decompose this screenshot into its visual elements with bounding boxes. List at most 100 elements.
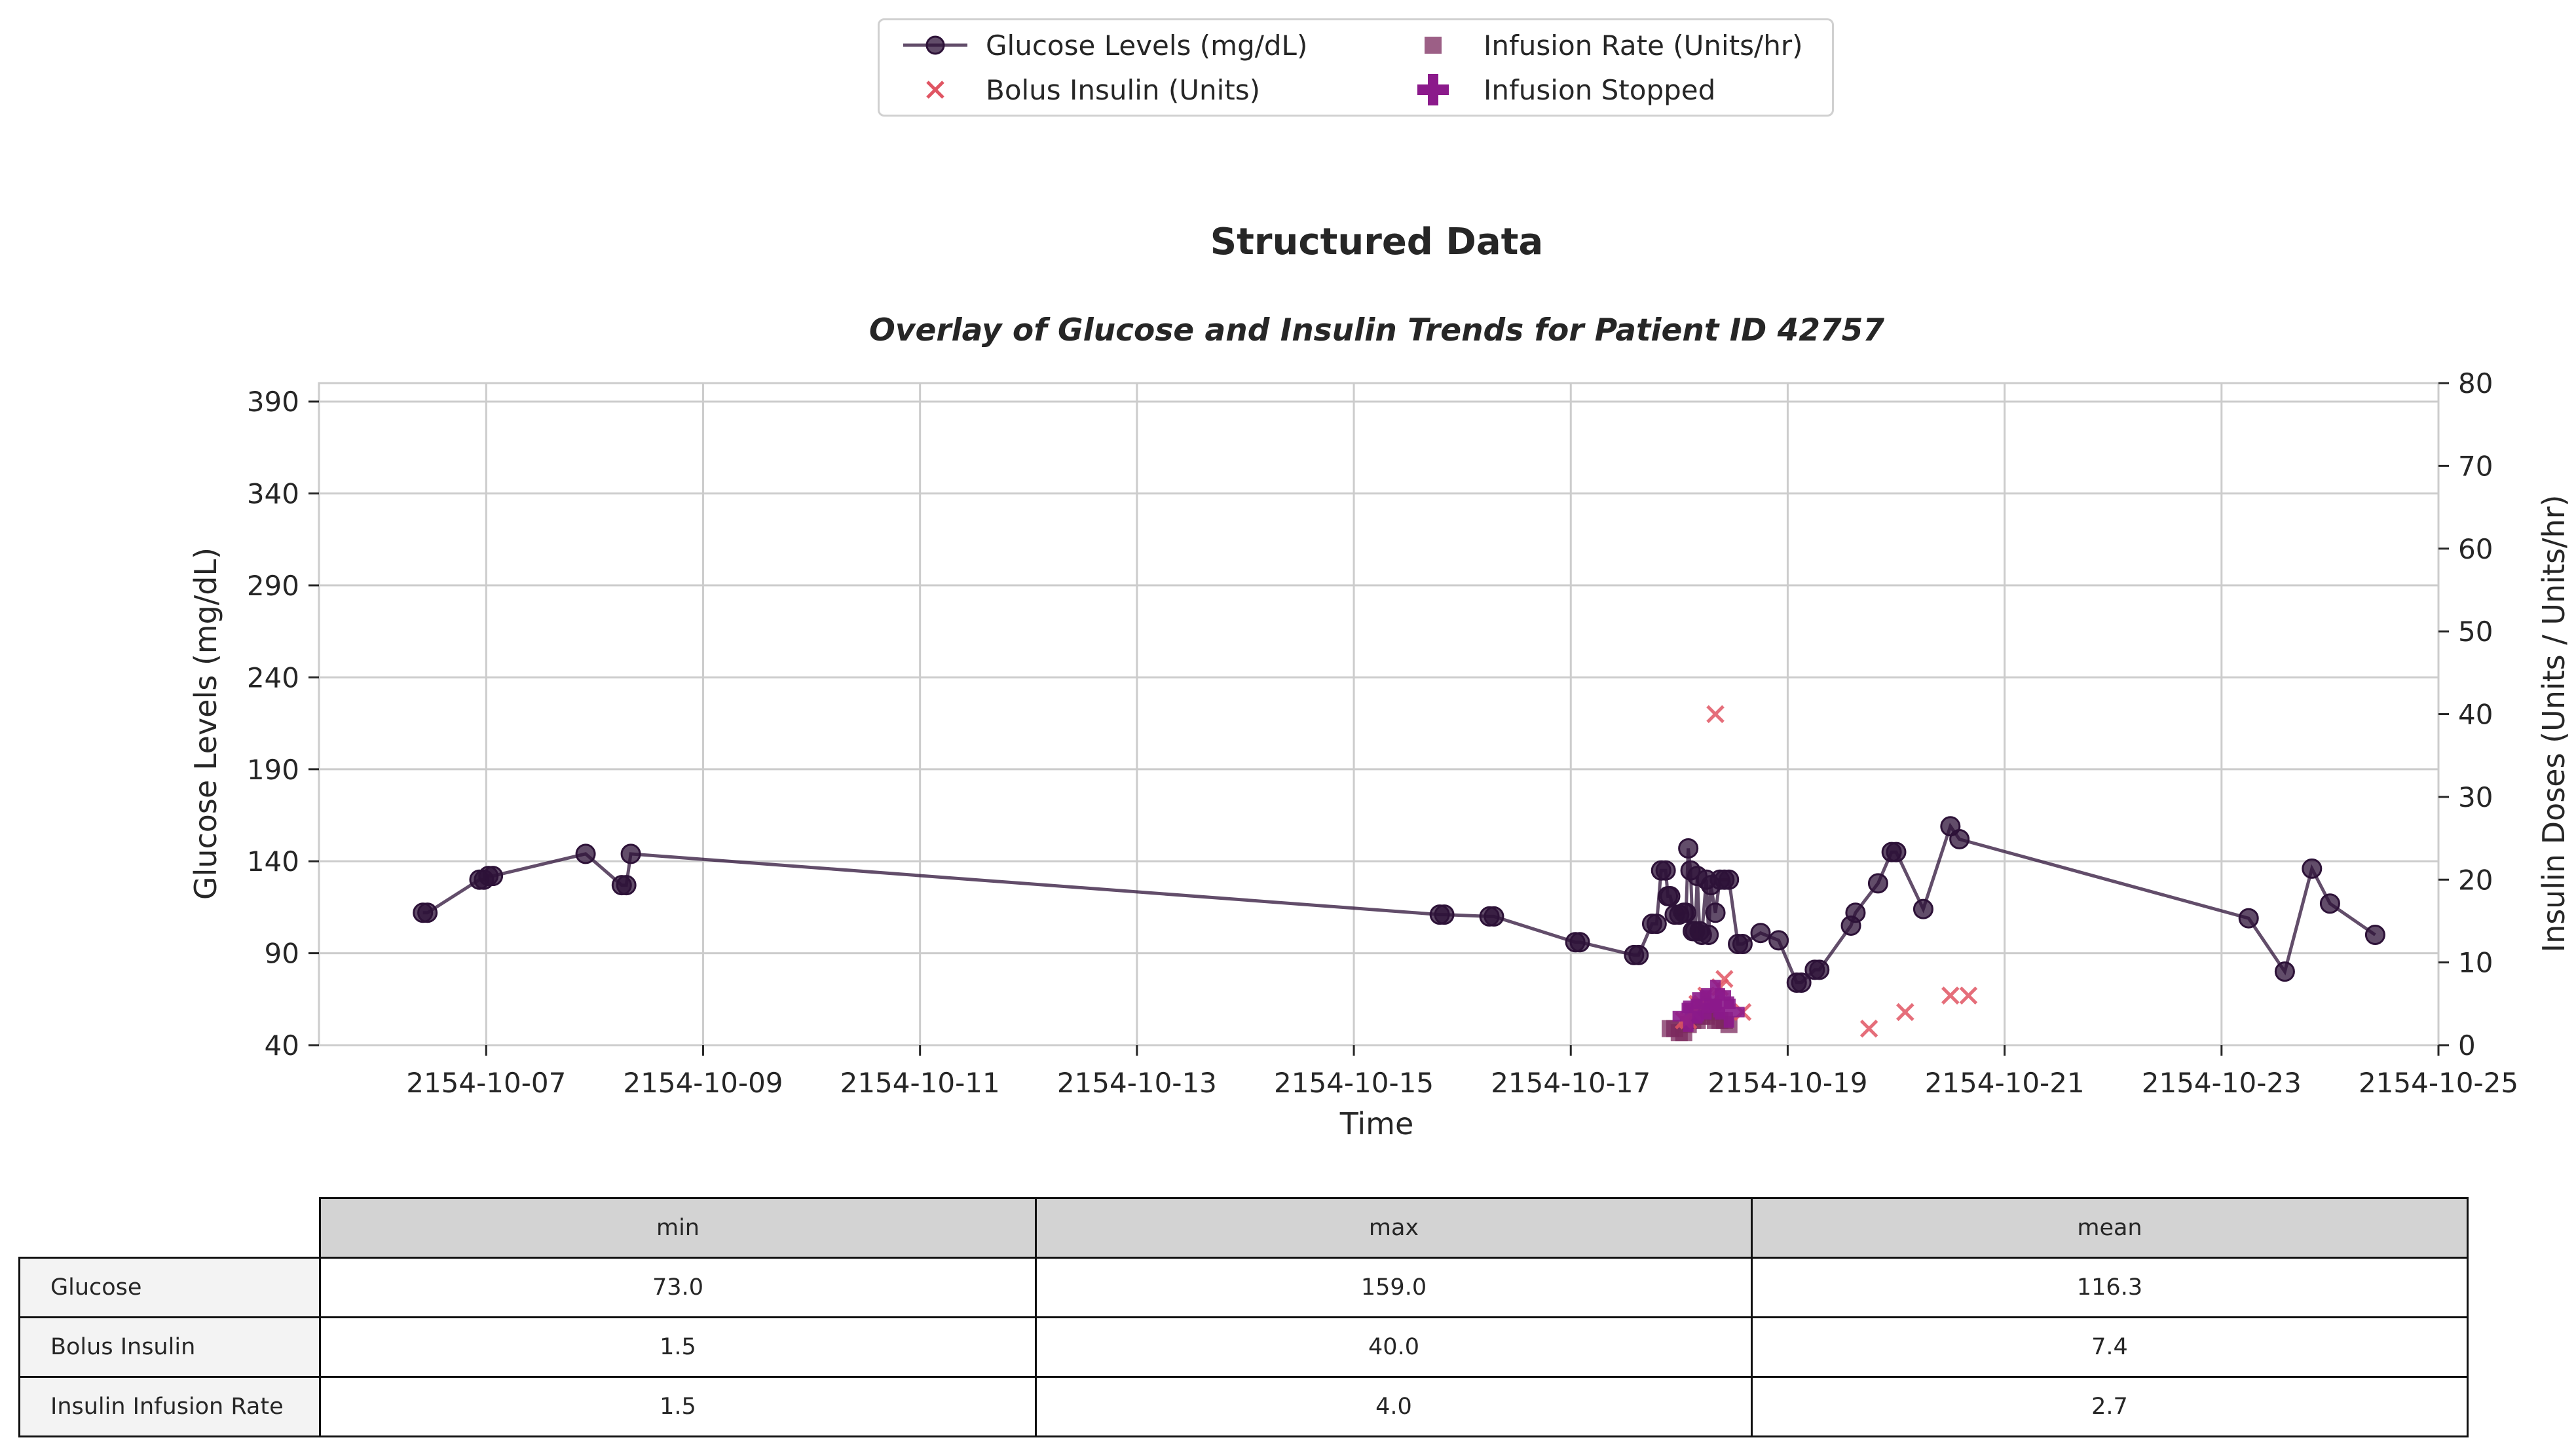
y2-tick-label: 80 [2458,367,2493,399]
glucose-point [1768,930,1789,951]
glucose-point [1569,932,1590,953]
y2-axis-label: Insulin Doses (Units / Units/hr) [2536,494,2571,952]
y2-tick-label: 70 [2458,450,2493,482]
glucose-point [1809,959,1830,980]
glucose-point [1660,886,1681,907]
stats-table: min max mean Glucose 73.0 159.0 116.3 Bo… [18,1197,2469,1437]
chart-title: Structured Data [1210,221,1543,263]
x-axis-label: Time [1339,1106,1414,1141]
table-cell: 116.3 [1751,1257,2469,1318]
y-tick-label: 190 [247,754,299,786]
axes: 2154-10-07 2154-10-09 2154-10-11 2154-10-13… [247,367,2518,1099]
legend-item-infusion-rate: Infusion Rate (Units/hr) [1397,27,1802,64]
y-tick-label: 390 [247,386,299,418]
glucose-point [2274,961,2295,982]
glucose-point [1655,860,1676,881]
glucose-point [575,843,596,864]
column-header-max: max [1035,1197,1753,1259]
table-cell: 1.5 [319,1316,1037,1378]
glucose-point [1886,842,1907,862]
table-row: Bolus Insulin 1.5 40.0 7.4 [18,1316,2469,1378]
table-cell: 40.0 [1035,1316,1753,1378]
x-tick-label: 2154-10-07 [406,1067,566,1099]
y2-tick-label: 0 [2458,1029,2476,1062]
infusion-stopped-point [1704,988,1736,1020]
legend-label: Infusion Rate (Units/hr) [1484,29,1803,62]
table-corner [20,1198,320,1258]
glucose-point [1719,869,1740,890]
bolus-insulin-point [1959,986,1978,1005]
infusion-stopped-point [1672,1000,1704,1032]
y-axis-label: Glucose Levels (mg/dL) [188,547,223,900]
row-label: Glucose [18,1257,321,1318]
glucose-point [2364,925,2385,945]
y-tick-label: 290 [247,570,299,602]
glucose-point [1867,873,1888,894]
y-tick-label: 240 [247,661,299,694]
y-tick-label: 90 [265,938,299,970]
y-tick-label: 340 [247,478,299,510]
legend-square-marker-icon [1425,37,1442,54]
row-label: Insulin Infusion Rate [18,1376,321,1437]
table-cell: 73.0 [319,1257,1037,1318]
y2-tick-label: 20 [2458,864,2493,896]
legend-label: Infusion Stopped [1484,73,1716,106]
glucose-point [616,875,637,896]
legend-label: Bolus Insulin (Units) [986,73,1260,106]
glucose-point [1750,923,1771,944]
infusion-stopped-point [1713,996,1745,1028]
glucose-point [1678,838,1699,859]
y-tick-label: 140 [247,845,299,878]
legend-plus-marker-icon [1417,74,1449,105]
glucose-point [620,843,641,864]
x-tick-label: 2154-10-21 [1925,1067,2085,1099]
glucose-point [2302,858,2323,879]
glucose-point [1434,904,1455,925]
x-tick-label: 2154-10-25 [2359,1067,2518,1099]
table-cell: 2.7 [1751,1376,2469,1437]
glucose-point [1628,944,1649,965]
chart: Structured Data Overlay of Glucose and I… [188,221,2571,1141]
legend-item-bolus: Bolus Insulin (Units) [899,71,1260,108]
bolus-insulin-point [1706,705,1725,724]
bolus-insulin-point [1896,1003,1914,1022]
legend-item-infusion-stopped: Infusion Stopped [1397,71,1715,108]
bolus-insulin-point [1941,986,1960,1005]
y-tick-label: 40 [265,1029,299,1062]
y2-tick-label: 60 [2458,533,2493,565]
y2-tick-label: 40 [2458,699,2493,731]
glucose-point [1845,902,1866,923]
glucose-point [1646,914,1667,935]
x-tick-label: 2154-10-23 [2142,1067,2302,1099]
glucose-point [1913,898,1933,919]
table-row: Insulin Infusion Rate 1.5 4.0 2.7 [18,1376,2469,1437]
bolus-insulin-point [1859,1019,1878,1038]
table-row: Glucose 73.0 159.0 116.3 [18,1257,2469,1318]
x-tick-label: 2154-10-19 [1708,1067,1867,1099]
plot-marks [413,705,2385,1042]
glucose-point [1732,934,1753,955]
x-tick-label: 2154-10-09 [623,1067,783,1099]
table-cell: 4.0 [1035,1376,1753,1437]
glucose-point [1791,972,1812,993]
glucose-point [1484,906,1504,927]
y2-tick-label: 10 [2458,947,2493,979]
glucose-point [2319,893,2340,914]
glucose-point [417,902,438,923]
table-header-row: min max mean [20,1197,2469,1259]
x-tick-label: 2154-10-13 [1057,1067,1217,1099]
glucose-point [1698,925,1719,945]
glucose-point [1675,902,1696,923]
legend-item-glucose: Glucose Levels (mg/dL) [899,27,1307,64]
chart-subtitle: Overlay of Glucose and Insulin Trends fo… [869,312,1884,348]
column-header-mean: mean [1751,1197,2469,1259]
table-cell: 159.0 [1035,1257,1753,1318]
glucose-point [483,866,504,887]
x-tick-label: 2154-10-17 [1491,1067,1651,1099]
legend-x-marker-icon [926,81,944,99]
plot-frame [318,382,2440,1046]
table-cell: 1.5 [319,1376,1037,1437]
row-label: Bolus Insulin [18,1316,321,1378]
table-cell: 7.4 [1751,1316,2469,1378]
x-tick-label: 2154-10-15 [1274,1067,1434,1099]
